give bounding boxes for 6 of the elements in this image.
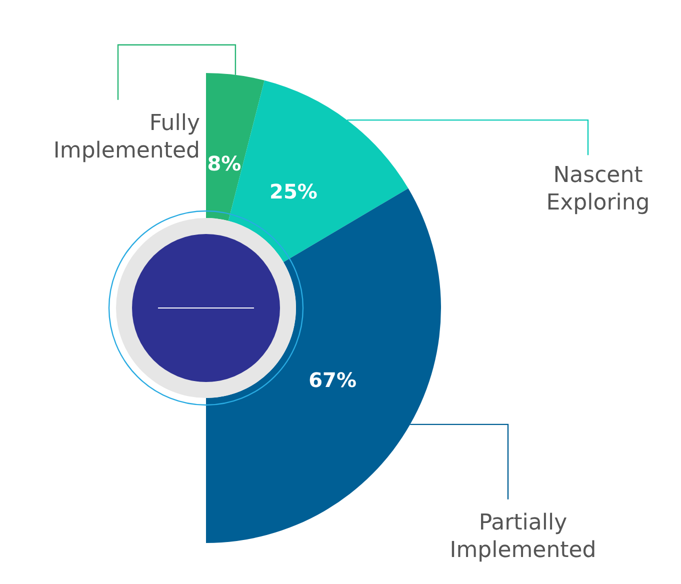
slice-label: Fully Implemented [53,110,200,164]
data-label: 25% [270,179,318,204]
data-label: 8% [207,151,242,176]
slice-label: Partially Implemented [450,510,596,563]
slice-label: Nascent Exploring [546,163,650,216]
data-label: 67% [308,368,356,392]
